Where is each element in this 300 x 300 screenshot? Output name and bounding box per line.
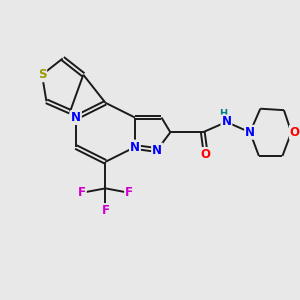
Text: H: H bbox=[219, 109, 227, 119]
Text: F: F bbox=[125, 186, 133, 199]
Text: O: O bbox=[201, 148, 211, 161]
Text: S: S bbox=[38, 68, 46, 81]
Text: F: F bbox=[78, 186, 86, 199]
Text: O: O bbox=[290, 126, 300, 139]
Text: N: N bbox=[152, 143, 162, 157]
Text: F: F bbox=[101, 204, 110, 217]
Text: N: N bbox=[245, 126, 255, 139]
Text: N: N bbox=[130, 140, 140, 154]
Text: N: N bbox=[71, 111, 81, 124]
Text: N: N bbox=[221, 116, 231, 128]
